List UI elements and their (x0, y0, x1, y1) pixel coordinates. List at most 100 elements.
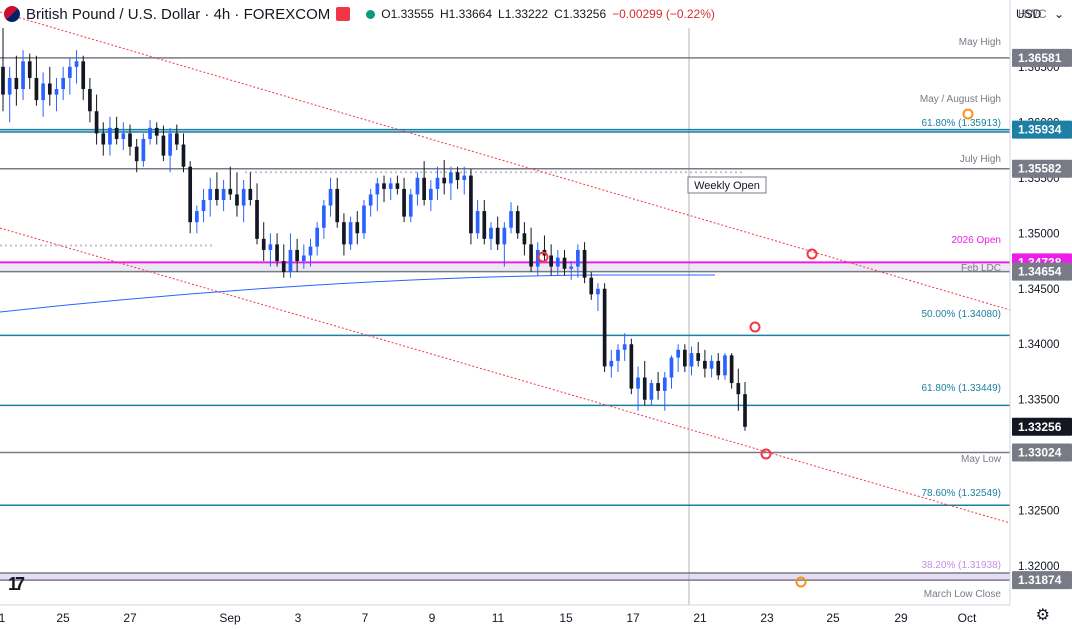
candle-body (529, 244, 533, 267)
candle-body (422, 177, 426, 200)
candle-body (7, 77, 12, 95)
candle-body (261, 238, 266, 250)
price-badge (1012, 443, 1072, 462)
candle-body (14, 77, 19, 90)
price-badge (1012, 48, 1072, 67)
candle-body (415, 177, 420, 195)
candle-body (495, 227, 500, 245)
candle-body (47, 83, 52, 95)
low-value: L1.33222 (498, 7, 549, 21)
price-badge-label: 1.35582 (1018, 162, 1062, 176)
level-label: May High (959, 37, 1001, 48)
time-tick-label: 9 (429, 611, 436, 625)
currency-selector[interactable]: USD ⌄ (1016, 4, 1064, 24)
candle-body (709, 360, 714, 369)
candle-body (703, 360, 707, 369)
candle-body (656, 383, 660, 391)
candle-body (522, 233, 527, 245)
candle-body (148, 127, 152, 139)
weekly-open-box (687, 176, 767, 194)
price-tick-label: 1.32500 (1018, 506, 1060, 518)
gbp-flag-icon (4, 6, 20, 22)
change-value: −0.00299 (−0.22%) (612, 7, 715, 21)
candle-body (61, 77, 66, 90)
weekly-open-label: Weekly Open (694, 180, 760, 192)
marker-circle (537, 251, 549, 263)
candle-body (729, 355, 734, 384)
candle-body (602, 288, 607, 367)
candle-body (295, 249, 299, 262)
time-tick-label: 25 (826, 611, 840, 625)
candle-body (34, 77, 39, 101)
price-tick-label: 1.33500 (1018, 395, 1060, 407)
candle-body (288, 249, 293, 273)
candle-body (696, 353, 701, 361)
candle-body (662, 377, 667, 391)
candlesticks (1, 28, 747, 431)
candle-body (41, 83, 45, 101)
level-label: July High (960, 154, 1001, 165)
candle-body (228, 188, 233, 195)
price-badge-label: 1.33024 (1018, 446, 1062, 460)
circle-markers (537, 108, 974, 588)
price-tick-label: 1.35000 (1018, 228, 1060, 240)
candle-body (348, 222, 353, 245)
time-tick-label: 23 (760, 611, 774, 625)
symbol-badge-icon[interactable] (336, 7, 351, 21)
price-badge-label: 1.31874 (1018, 573, 1062, 587)
candle-body (221, 188, 226, 200)
time-axis: 1 25 27 Sep 3 7 9 11 15 17 21 23 25 29 Oct (0, 611, 977, 625)
candle-body (482, 211, 487, 239)
chevron-down-icon: ⌄ (1053, 7, 1064, 21)
candle-body (154, 127, 159, 136)
candle-body (308, 246, 313, 256)
candle-body (669, 357, 674, 378)
candle-body (255, 199, 259, 239)
time-tick-label: 25 (56, 611, 70, 625)
candle-body (195, 211, 199, 223)
candle-body (629, 344, 634, 389)
symbol-title[interactable]: British Pound / U.S. Dollar · 4h · FOREX… (26, 5, 331, 23)
candle-body (268, 244, 273, 250)
time-tick-label: 1 (0, 611, 6, 625)
candle-body (322, 205, 326, 228)
open-ldc-zone (0, 262, 1010, 272)
price-badge-label: 1.35934 (1018, 123, 1062, 137)
candle-body (161, 135, 166, 156)
candle-body (362, 205, 366, 234)
horizontal-levels (0, 57, 1010, 581)
price-badge (1012, 262, 1072, 281)
candle-body (181, 144, 186, 167)
candle-body (449, 172, 453, 184)
price-badge-label: 1.34654 (1018, 265, 1062, 279)
candle-body (388, 183, 393, 189)
market-open-dot-icon (366, 9, 376, 19)
annotations: Weekly Open (687, 176, 767, 194)
price-badge-label: HWC (1018, 7, 1047, 21)
candle-body (235, 194, 239, 206)
candle-body (616, 349, 620, 361)
candle-body (462, 175, 467, 181)
level-bands (0, 129, 1010, 581)
marker-circle (806, 248, 818, 260)
time-tick-label: 29 (894, 611, 908, 625)
candle-body (569, 266, 574, 269)
candle-body (549, 255, 553, 267)
gridlines (0, 28, 745, 605)
settings-gear-icon[interactable]: ⚙ (1035, 607, 1050, 624)
channel-upper (0, 11, 1011, 311)
level-label: May / August High (920, 94, 1001, 105)
candle-body (716, 360, 721, 376)
candle-body (301, 255, 306, 262)
candle-body (335, 188, 340, 223)
candle-body (428, 188, 433, 200)
tradingview-logo-icon[interactable]: 17 (8, 574, 25, 594)
price-scale-bg (1010, 0, 1072, 629)
time-tick-label: 27 (123, 611, 137, 625)
candle-body (382, 183, 386, 189)
price-tick-label: 1.34500 (1018, 284, 1060, 296)
high-value: H1.33664 (439, 7, 493, 21)
chart-header: British Pound / U.S. Dollar · 4h · FOREX… (0, 0, 1010, 28)
candle-body (328, 188, 333, 206)
